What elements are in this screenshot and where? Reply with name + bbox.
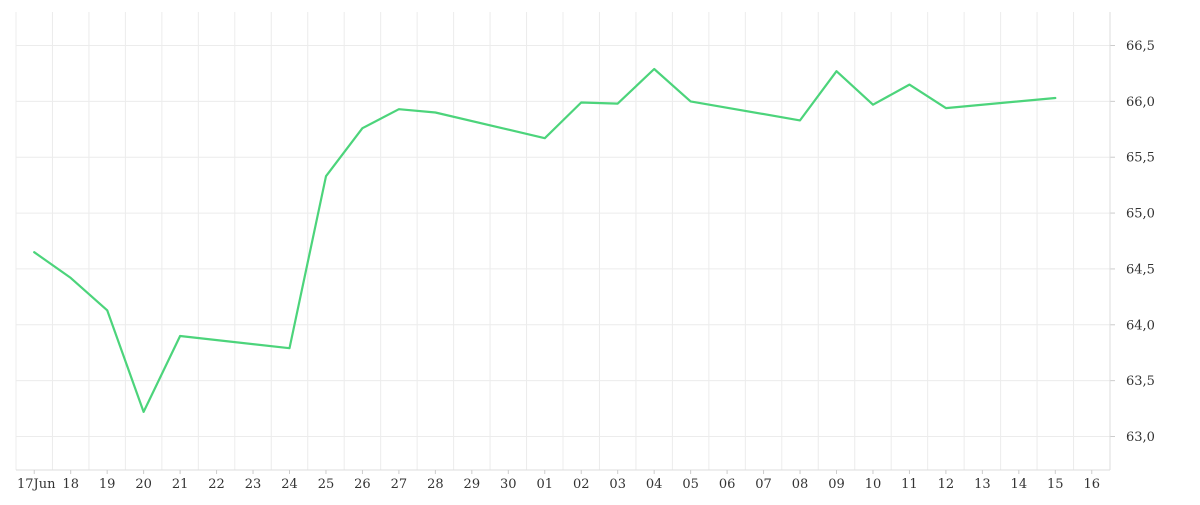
x-tick-label: 24 [281,477,298,492]
data-point [179,335,181,337]
data-point [653,68,655,70]
y-tick-label: 63,0 [1126,430,1155,445]
x-tick-label: 17Jun [17,477,56,492]
y-tick-label: 64,0 [1126,318,1155,333]
y-tick-label: 63,5 [1126,374,1155,389]
x-tick-label: 16 [1083,477,1100,492]
y-tick-label: 66,5 [1126,39,1155,54]
data-point [434,111,436,113]
data-point [617,102,619,104]
data-point [361,127,363,129]
x-tick-label: 21 [172,477,189,492]
x-tick-label: 23 [245,477,262,492]
x-tick-label: 07 [755,477,772,492]
x-tick-label: 08 [792,477,809,492]
x-tick-label: 11 [901,477,918,492]
x-tick-label: 13 [974,477,991,492]
x-tick-label: 28 [427,477,444,492]
x-tick-label: 10 [865,477,882,492]
x-tick-label: 01 [536,477,553,492]
data-point [945,107,947,109]
grid-layer [15,12,1111,470]
data-point [33,251,35,253]
y-tick-label: 66,0 [1126,95,1155,110]
x-tick-label: 09 [828,477,845,492]
y-tick-label: 64,5 [1126,262,1155,277]
axis-layer [16,12,1115,474]
series-line [33,67,1057,413]
x-tick-label: 04 [646,477,663,492]
x-tick-label: 22 [208,477,225,492]
x-tick-label: 26 [354,477,371,492]
series-layer [33,67,1057,413]
data-point [325,175,327,177]
x-tick-label: 18 [62,477,79,492]
x-tick-label: 05 [682,477,699,492]
x-tick-label: 12 [938,477,955,492]
data-point [908,83,910,85]
x-tick-label: 03 [609,477,626,492]
data-point [872,104,874,106]
data-point [142,411,144,413]
data-point [1054,97,1056,99]
x-tick-label: 15 [1047,477,1064,492]
x-tick-label: 25 [318,477,335,492]
data-point [544,137,546,139]
y-tick-label: 65,5 [1126,151,1155,166]
x-tick-label: 14 [1011,477,1028,492]
x-tick-label: 30 [500,477,517,492]
data-point [580,101,582,103]
x-tick-label: 27 [391,477,408,492]
x-tick-label: 06 [719,477,736,492]
data-point [70,277,72,279]
data-point [288,347,290,349]
data-point [835,70,837,72]
x-tick-label: 19 [99,477,116,492]
x-tick-label: 29 [464,477,481,492]
data-point [106,309,108,311]
y-tick-label: 65,0 [1126,207,1155,222]
data-point [689,100,691,102]
x-tick-label: 20 [135,477,152,492]
data-point [398,108,400,110]
data-point [799,119,801,121]
x-tick-label: 02 [573,477,590,492]
label-layer: 63,0 63,5 64,0 64,5 65,0 65,5 66,0 66,5 17Jun 18 1… [17,39,1155,492]
